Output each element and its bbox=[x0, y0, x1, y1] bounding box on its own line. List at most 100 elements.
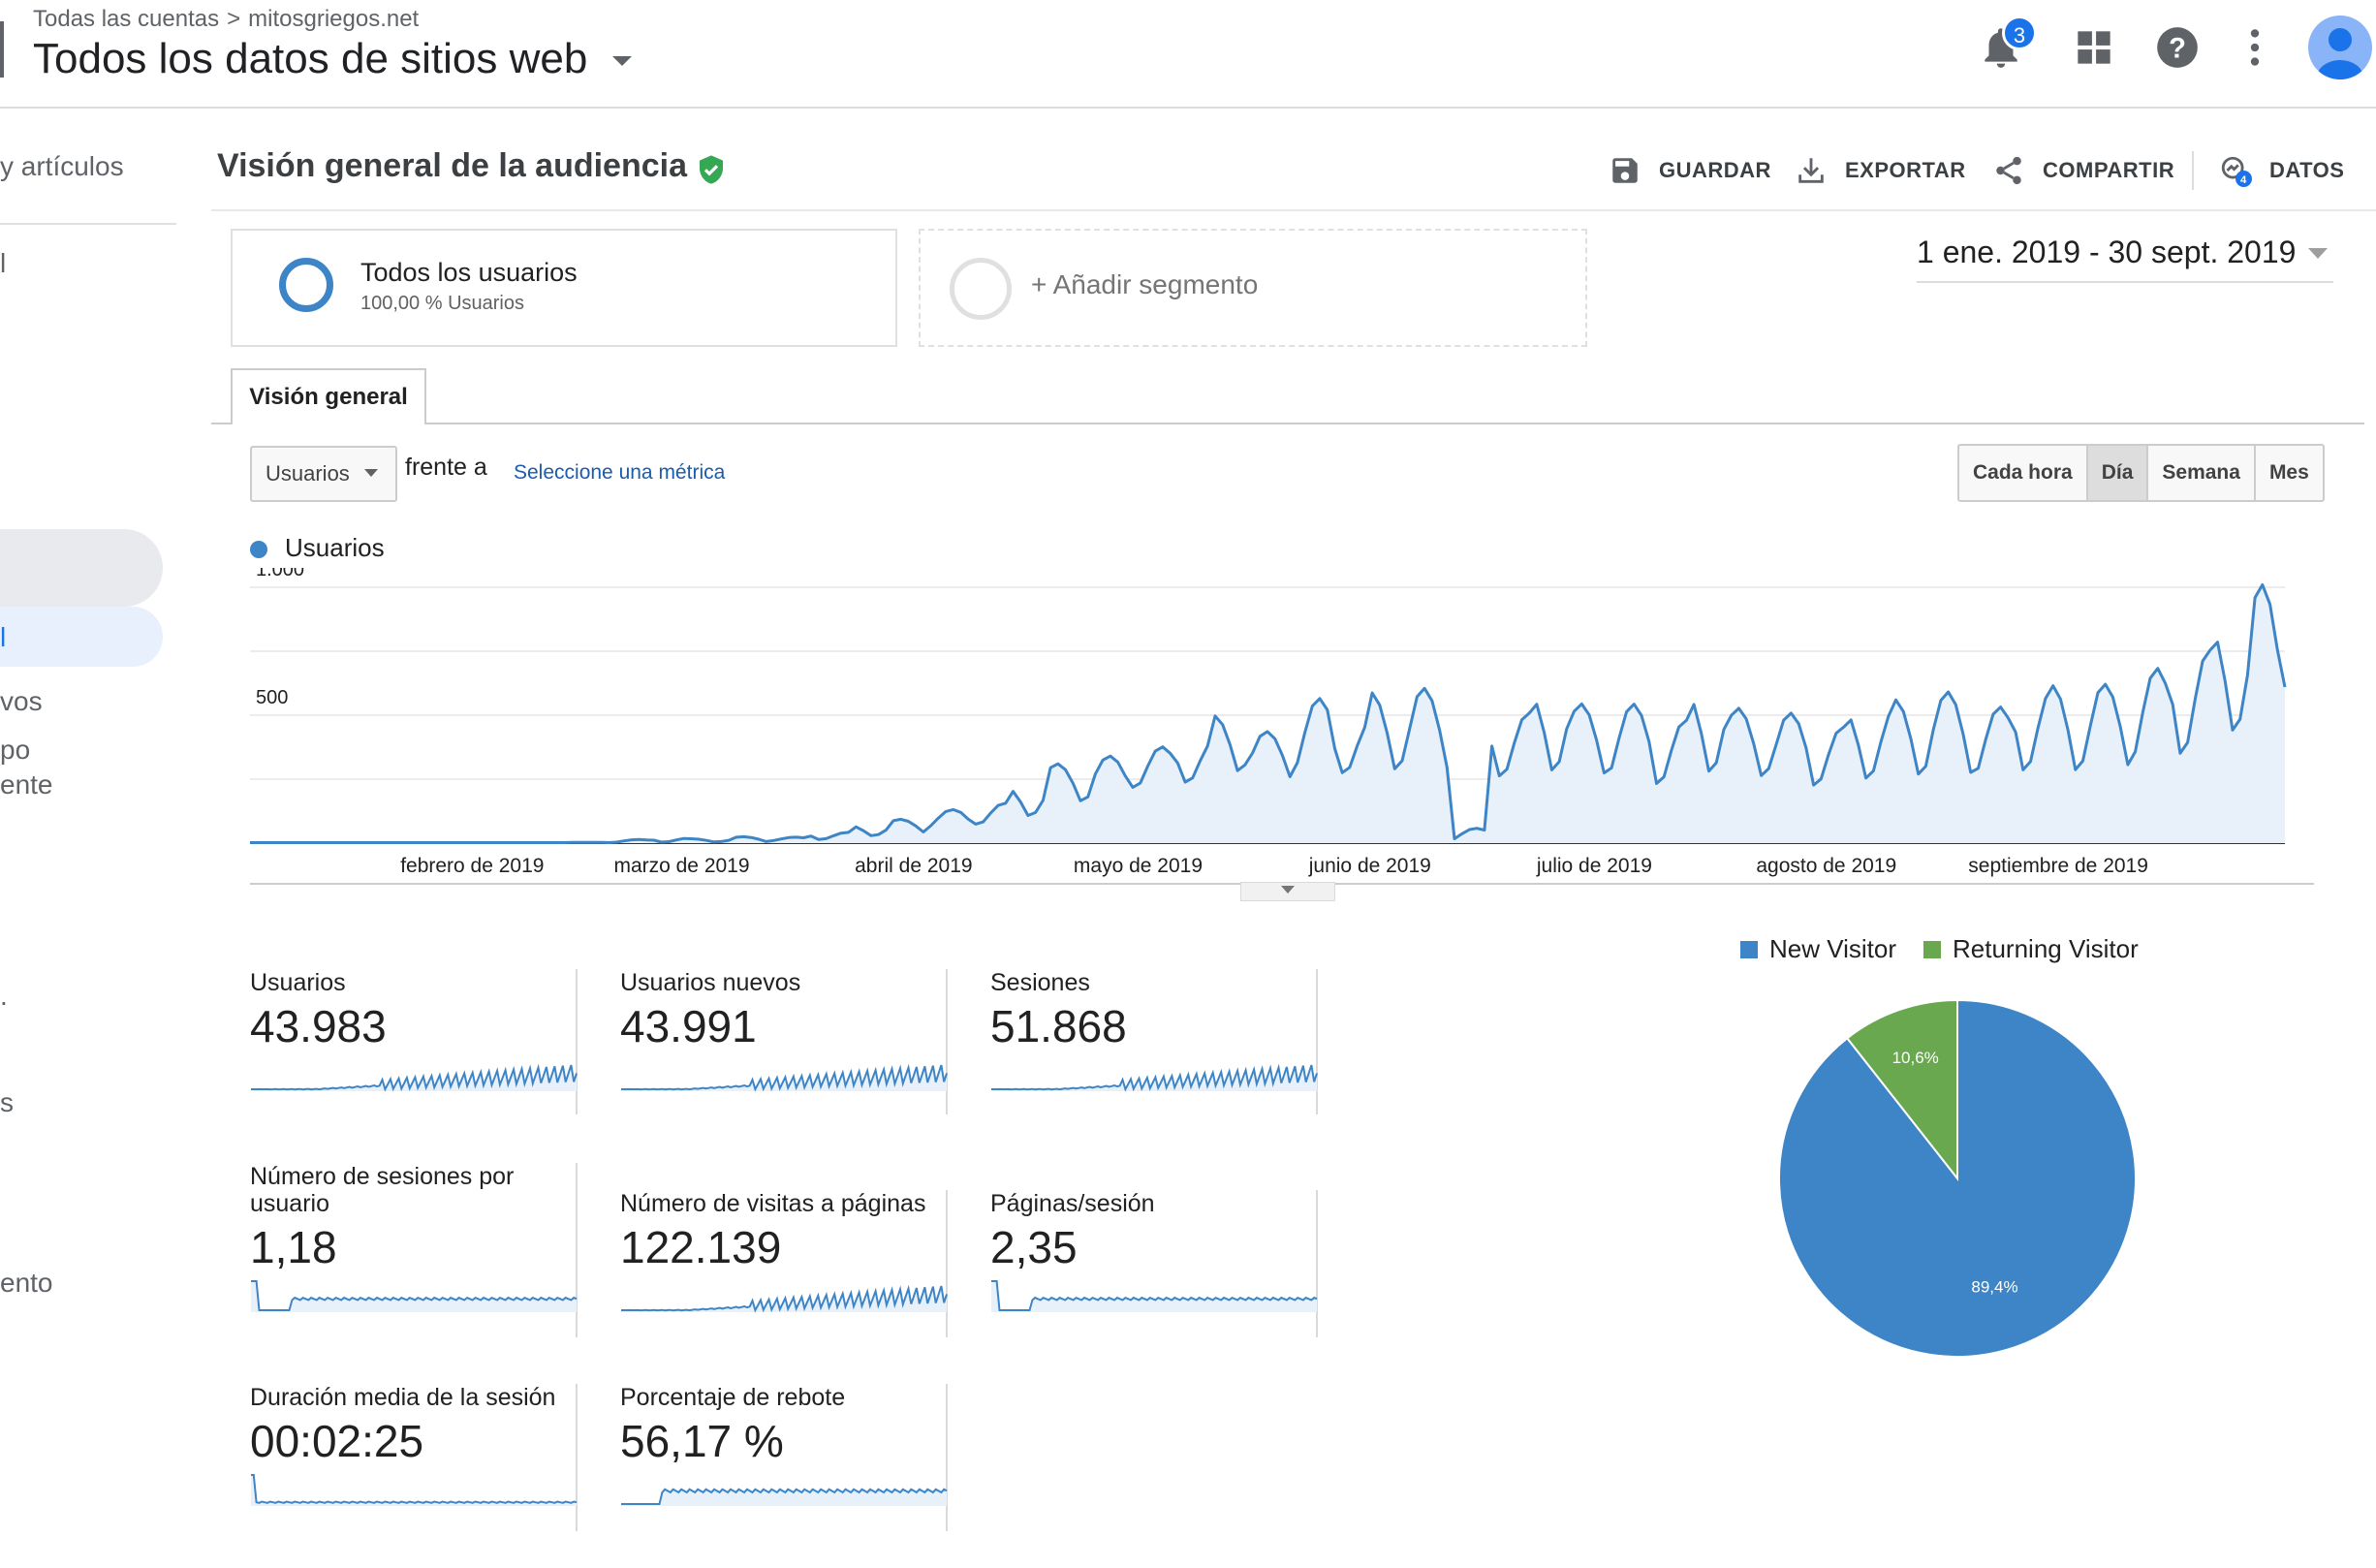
nav-item-active[interactable] bbox=[0, 607, 163, 667]
x-tick-label: agosto de 2019 bbox=[1756, 855, 1896, 877]
series-area bbox=[250, 584, 2285, 843]
share-icon bbox=[1996, 156, 2021, 185]
scorecard-bounce-rate[interactable]: Porcentaje de rebote 56,17 % bbox=[620, 1384, 948, 1531]
scorecard-value: 51.868 bbox=[990, 1001, 1127, 1051]
chevron-down-icon[interactable] bbox=[1281, 886, 1295, 894]
scorecard-new-users[interactable]: Usuarios nuevos 43.991 bbox=[620, 969, 948, 1114]
sparkline bbox=[991, 1063, 1318, 1092]
x-tick-label: marzo de 2019 bbox=[613, 855, 749, 877]
nav-item-fragment[interactable]: y artículos bbox=[0, 151, 124, 181]
breadcrumb[interactable]: Todas las cuentas > mitosgriegos.net bbox=[33, 6, 419, 33]
y-tick-label: 500 bbox=[256, 687, 288, 708]
insights-button[interactable]: 4 DATOS bbox=[2219, 145, 2344, 196]
scorecard-value: 122.139 bbox=[620, 1222, 782, 1272]
scorecard-value: 56,17 % bbox=[620, 1416, 784, 1466]
add-segment-button[interactable]: + Añadir segmento bbox=[919, 229, 1587, 347]
chevron-down-icon[interactable] bbox=[2308, 248, 2328, 259]
sparkline-line bbox=[251, 1063, 578, 1092]
apps-grid-icon[interactable] bbox=[2070, 23, 2118, 72]
sparkline bbox=[621, 1284, 948, 1313]
granularity-month[interactable]: Mes bbox=[2268, 461, 2309, 484]
segment-empty-ring-icon bbox=[950, 258, 1012, 320]
scorecard-value: 2,35 bbox=[990, 1222, 1078, 1272]
share-button[interactable]: COMPARTIR bbox=[1992, 145, 2174, 196]
scorecard-label: Sesiones bbox=[990, 969, 1090, 996]
segment-name: Todos los usuarios bbox=[360, 258, 578, 287]
nav-item-fragment[interactable]: vos bbox=[0, 686, 43, 716]
left-nav bbox=[0, 109, 213, 1568]
scorecard-sessions-per-user[interactable]: Número de sesiones por usuario 1,18 bbox=[250, 1163, 578, 1337]
nav-item-fragment[interactable]: s bbox=[0, 1087, 14, 1117]
scorecard-pages-per-session[interactable]: Páginas/sesión 2,35 bbox=[990, 1190, 1318, 1337]
select-metric-link[interactable]: Seleccione una métrica bbox=[514, 461, 726, 484]
export-button[interactable]: EXPORTAR bbox=[1795, 145, 1966, 196]
breadcrumb-property[interactable]: mitosgriegos.net bbox=[248, 6, 420, 32]
scorecard-label: Porcentaje de rebote bbox=[620, 1384, 846, 1411]
sparkline-area bbox=[251, 1065, 577, 1091]
view-dropdown-icon[interactable] bbox=[612, 56, 632, 66]
x-tick-label: abril de 2019 bbox=[855, 855, 972, 877]
sparkline bbox=[251, 1474, 578, 1506]
sparkline-area bbox=[621, 1489, 947, 1506]
menu-edge[interactable] bbox=[0, 21, 4, 78]
granularity-toggle: Cada hora Día Semana Mes bbox=[1957, 444, 2325, 502]
help-icon[interactable]: ? bbox=[2153, 23, 2202, 72]
page-title: Visión general de la audiencia bbox=[217, 147, 687, 184]
actions-divider bbox=[2192, 151, 2194, 190]
scorecard-label: Número de visitas a páginas bbox=[620, 1190, 926, 1217]
sparkline-line bbox=[621, 1284, 948, 1313]
legend-new-visitor[interactable]: New Visitor bbox=[1740, 934, 1896, 964]
legend-swatch bbox=[1923, 940, 1942, 958]
view-selector[interactable]: Todos los datos de sitios web bbox=[33, 35, 588, 82]
pie-slice-new-visitor[interactable] bbox=[1778, 998, 2137, 1358]
date-range-picker[interactable]: 1 ene. 2019 - 30 sept. 2019 bbox=[1917, 235, 2333, 283]
sparkline-line bbox=[251, 1474, 578, 1504]
pie-legend: New Visitor Returning Visitor bbox=[1740, 934, 2166, 964]
nav-item-fragment[interactable]: po bbox=[0, 735, 31, 765]
nav-item-selected-group[interactable] bbox=[0, 529, 163, 607]
series-line bbox=[250, 582, 2287, 844]
more-vert-icon[interactable] bbox=[2231, 23, 2279, 72]
nav-item-fragment[interactable]: ente bbox=[0, 769, 53, 800]
save-icon bbox=[1612, 158, 1638, 183]
x-tick-label: mayo de 2019 bbox=[1074, 855, 1203, 877]
granularity-week[interactable]: Semana bbox=[2148, 446, 2256, 500]
nav-item-active-label[interactable]: l bbox=[0, 622, 7, 652]
visitor-type-pie-chart[interactable]: 89,4% 10,6% bbox=[1773, 994, 2142, 1363]
scorecard-sessions[interactable]: Sesiones 51.868 bbox=[990, 969, 1318, 1114]
granularity-day[interactable]: Día bbox=[2087, 446, 2149, 500]
sparkline bbox=[251, 1280, 578, 1312]
segment-ring-icon bbox=[279, 258, 333, 312]
tab-overview[interactable]: Visión general bbox=[231, 368, 426, 424]
series-legend-dot bbox=[250, 541, 267, 558]
download-icon bbox=[1798, 158, 1824, 183]
users-line-chart[interactable]: 1.000 500 febrero de 2019 marzo de 2019 abri… bbox=[250, 568, 2326, 888]
person-icon bbox=[2317, 28, 2363, 79]
nav-item-fragment[interactable]: ento bbox=[0, 1268, 53, 1298]
scorecard-label: Duración media de la sesión bbox=[250, 1384, 556, 1411]
share-label: COMPARTIR bbox=[2043, 158, 2175, 182]
granularity-hourly[interactable]: Cada hora bbox=[1959, 446, 2088, 500]
sparkline-line bbox=[991, 1063, 1318, 1092]
chevron-down-icon[interactable] bbox=[364, 469, 378, 477]
breadcrumb-account[interactable]: Todas las cuentas bbox=[33, 6, 220, 32]
x-tick-label: septiembre de 2019 bbox=[1968, 855, 2148, 877]
pie-slice-returning-visitor[interactable] bbox=[1845, 998, 1958, 1181]
scorecard-users[interactable]: Usuarios 43.983 bbox=[250, 969, 578, 1114]
scorecard-value: 43.991 bbox=[620, 1001, 757, 1051]
save-button[interactable]: GUARDAR bbox=[1609, 145, 1771, 196]
series-legend-label: Usuarios bbox=[285, 533, 385, 562]
legend-label: New Visitor bbox=[1769, 934, 1897, 963]
legend-label: Returning Visitor bbox=[1953, 934, 2139, 963]
segment-all-users[interactable]: Todos los usuarios 100,00 % Usuarios bbox=[231, 229, 897, 347]
scorecard-avg-session-duration[interactable]: Duración media de la sesión 00:02:25 bbox=[250, 1384, 578, 1531]
legend-swatch bbox=[1740, 940, 1758, 958]
nav-item-fragment[interactable]: l bbox=[0, 248, 7, 278]
legend-returning-visitor[interactable]: Returning Visitor bbox=[1923, 934, 2139, 964]
scorecard-pageviews[interactable]: Número de visitas a páginas 122.139 bbox=[620, 1190, 948, 1337]
insights-label: DATOS bbox=[2269, 158, 2345, 182]
sparkline-area bbox=[251, 1475, 577, 1506]
account-avatar[interactable] bbox=[2308, 16, 2372, 79]
sparkline bbox=[621, 1488, 948, 1506]
nav-item-fragment[interactable]: . bbox=[0, 981, 8, 1011]
